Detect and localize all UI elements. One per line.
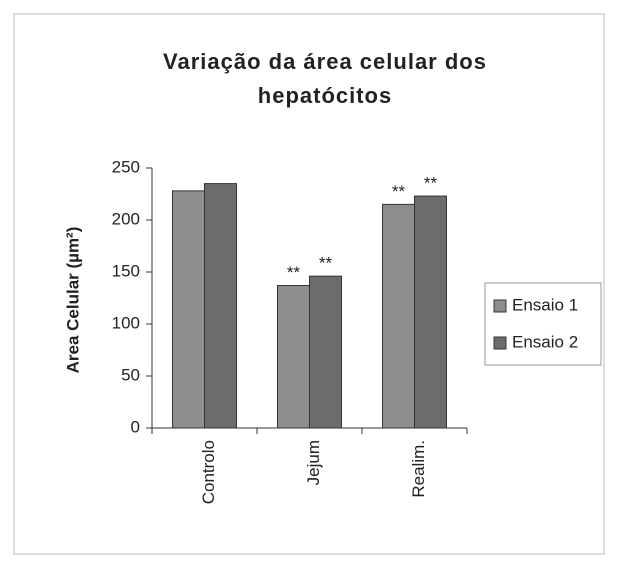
chart-title: hepatócitos (258, 83, 392, 108)
bar-annotation: ** (319, 254, 333, 273)
bar (309, 275, 342, 429)
y-axis-label: Area Celular (µm²) (63, 227, 82, 374)
y-tick-label: 0 (131, 417, 140, 436)
legend-swatch (493, 299, 507, 313)
bar (414, 195, 447, 429)
x-tick-label: Jejum (304, 440, 323, 485)
bar (277, 285, 310, 429)
bar (172, 190, 205, 429)
y-tick-label: 50 (121, 365, 140, 384)
y-tick-label: 250 (112, 157, 140, 176)
x-tick-label: Realim. (409, 440, 428, 498)
legend-label: Ensaio 1 (512, 295, 578, 314)
legend-swatch (493, 336, 507, 350)
y-tick-label: 150 (112, 261, 140, 280)
y-tick-label: 100 (112, 313, 140, 332)
bar-annotation: ** (424, 174, 438, 193)
bar-annotation: ** (287, 263, 301, 282)
bar (382, 203, 415, 429)
bar-annotation: ** (392, 182, 406, 201)
legend-label: Ensaio 2 (512, 332, 578, 351)
bar (204, 183, 237, 429)
legend-box (484, 282, 602, 366)
y-tick-label: 200 (112, 209, 140, 228)
x-tick-label: Controlo (199, 440, 218, 504)
chart-title: Variação da área celular dos (163, 49, 487, 74)
